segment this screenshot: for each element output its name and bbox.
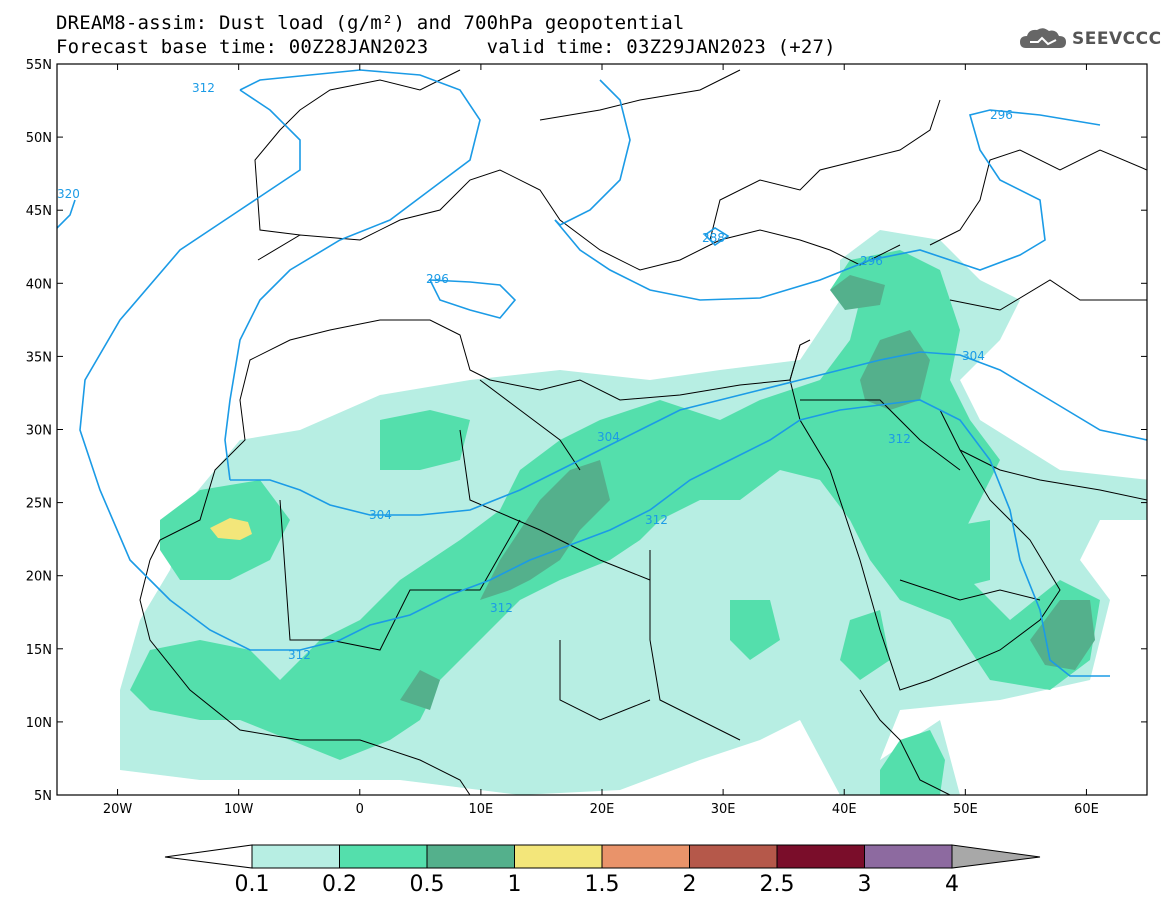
cloud-icon [1020, 28, 1066, 48]
colorbar-low-arrow [164, 844, 253, 869]
colorbar-tick-label: 0.2 [322, 872, 357, 897]
colorbar-swatch [776, 844, 865, 869]
map-subtitle: Forecast base time: 00Z28JAN2023 valid t… [56, 36, 836, 58]
dust-level-0.5 [400, 275, 1095, 710]
colorbar-high-arrow [951, 844, 1041, 869]
lon-tick-label: 20W [103, 802, 133, 817]
contour-label: 296 [426, 272, 449, 286]
colorbar-swatch [601, 844, 690, 869]
lon-tick-label: 60E [1074, 802, 1099, 817]
longitude-axis: 20W 10W 0 10E 20E 30E 40E 50E 60E [103, 64, 1099, 817]
colorbar-swatch [864, 844, 953, 869]
contour-label: 312 [288, 648, 311, 662]
contour-label: 304 [597, 430, 620, 444]
lat-tick-label: 15N [26, 643, 52, 658]
lat-tick-label: 10N [26, 716, 52, 731]
colorbar-tick-label: 4 [945, 872, 959, 897]
contour-label: 304 [369, 508, 392, 522]
contour-label: 312 [645, 513, 668, 527]
contour-label: 296 [860, 254, 883, 268]
lat-tick-label: 40N [26, 277, 52, 292]
lat-tick-label: 25N [26, 497, 52, 512]
lon-tick-label: 10E [469, 802, 494, 817]
contour-labels: 312 320 296 296 288 296 304 304 304 312 … [57, 81, 1013, 662]
lon-tick-label: 50E [953, 802, 978, 817]
lat-tick-label: 20N [26, 570, 52, 585]
lat-tick-label: 30N [26, 424, 52, 439]
colorbar-swatch [426, 844, 515, 869]
colorbar-tick-label: 0.1 [235, 872, 270, 897]
geopotential-contours [57, 69, 1147, 677]
contour-label: 320 [57, 187, 80, 201]
colorbar-tick-label: 1.5 [585, 872, 620, 897]
map-title: DREAM8-assim: Dust load (g/m²) and 700hP… [56, 12, 685, 34]
colorbar-tick-label: 1 [508, 872, 522, 897]
colorbar-tick-label: 2.5 [760, 872, 795, 897]
contour-label: 296 [990, 108, 1013, 122]
latitude-axis: 55N 50N 45N 40N 35N 30N 25N 20N 15N 10N 5N [26, 58, 1147, 804]
lon-tick-label: 20E [590, 802, 615, 817]
colorbar-tick-label: 0.5 [410, 872, 445, 897]
contour-label: 312 [888, 432, 911, 446]
lat-tick-label: 50N [26, 131, 52, 146]
lat-tick-label: 5N [34, 789, 52, 804]
logo-text: SEEVCCC [1072, 29, 1162, 49]
seevccc-logo: SEEVCCC [1018, 26, 1162, 52]
colorbar-tick-label: 3 [858, 872, 872, 897]
lon-tick-label: 0 [356, 802, 364, 817]
colorbar-swatch [689, 844, 778, 869]
dust-level-0.2 [130, 250, 1100, 795]
lat-tick-label: 45N [26, 204, 52, 219]
dust-level-1 [210, 518, 252, 540]
coastlines [139, 69, 1147, 795]
colorbar-swatch [514, 844, 603, 869]
contour-label: 312 [490, 601, 513, 615]
colorbar-swatch [339, 844, 428, 869]
lon-tick-label: 40E [832, 802, 857, 817]
lat-tick-label: 35N [26, 350, 52, 365]
contour-label: 312 [192, 81, 215, 95]
colorbar-swatch [251, 844, 340, 869]
lon-tick-label: 30E [711, 802, 736, 817]
contour-label: 304 [962, 349, 985, 363]
contour-label: 288 [702, 231, 725, 245]
dust-fields [120, 230, 1147, 795]
lon-tick-label: 10W [224, 802, 254, 817]
colorbar-tick-label: 2 [683, 872, 697, 897]
lat-tick-label: 55N [26, 58, 52, 73]
colorbar: 0.1 0.2 0.5 1 1.5 2 2.5 3 4 [164, 844, 1041, 897]
